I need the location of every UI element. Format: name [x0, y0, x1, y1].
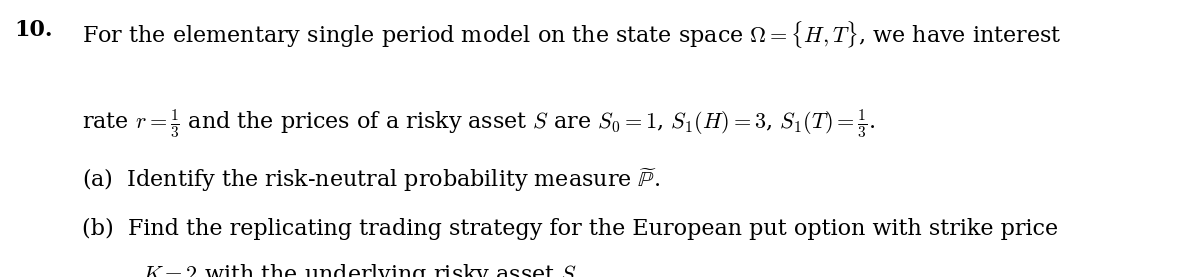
Text: $K = 2$ with the underlying risky asset $S$.: $K = 2$ with the underlying risky asset …: [142, 262, 581, 277]
Text: rate $r = \frac{1}{3}$ and the prices of a risky asset $S$ are $S_0 = 1$, $S_1(H: rate $r = \frac{1}{3}$ and the prices of…: [82, 107, 875, 140]
Text: For the elementary single period model on the state space $\Omega = \{H, T\}$, w: For the elementary single period model o…: [82, 19, 1061, 50]
Text: (a)  Identify the risk-neutral probability measure $\widetilde{\mathbb{P}}$.: (a) Identify the risk-neutral probabilit…: [82, 166, 660, 194]
Text: 10.: 10.: [14, 19, 53, 41]
Text: (b)  Find the replicating trading strategy for the European put option with stri: (b) Find the replicating trading strateg…: [82, 217, 1057, 240]
